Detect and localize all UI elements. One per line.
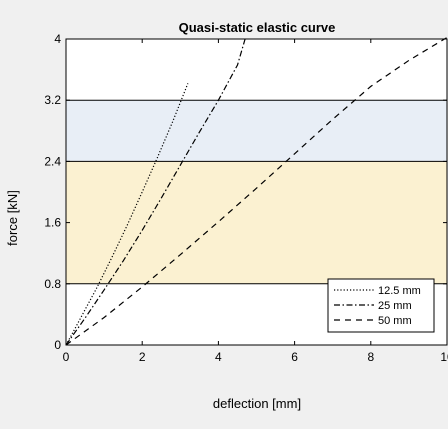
legend: 12.5 mm 25 mm 50 mm <box>327 278 435 333</box>
chart-title: Quasi-static elastic curve <box>179 20 336 35</box>
series-line-1 <box>65 83 189 346</box>
plot-area <box>65 36 448 346</box>
y-tick-label: 0.8 <box>44 277 61 291</box>
y-tick-label: 0 <box>54 338 61 352</box>
legend-label-2: 25 mm <box>378 300 412 312</box>
legend-box <box>327 278 435 333</box>
x-tick-label: 2 <box>139 350 146 364</box>
axes-frame <box>65 38 448 346</box>
upper-band <box>66 100 447 162</box>
middle-band <box>66 161 447 284</box>
y-axis-label: force [kN] <box>5 190 20 246</box>
y-tick-label: 3.2 <box>44 93 61 107</box>
series-line-2 <box>65 38 246 346</box>
y-tick-label: 1.6 <box>44 216 61 230</box>
axes: 0 2 4 6 8 10 0 0.8 1.6 2.4 3.2 4 <box>44 32 448 364</box>
x-tick-label: 0 <box>63 350 70 364</box>
x-tick-label: 4 <box>215 350 222 364</box>
y-tick-label: 4 <box>54 32 61 46</box>
x-tick-label: 8 <box>367 350 374 364</box>
x-axis-label: deflection [mm] <box>213 396 301 411</box>
x-tick-label: 10 <box>440 350 448 364</box>
series-line-3 <box>65 36 448 346</box>
y-tick-label: 2.4 <box>44 154 61 168</box>
x-tick-label: 6 <box>291 350 298 364</box>
legend-label-3: 50 mm <box>378 315 412 327</box>
legend-label-1: 12.5 mm <box>378 285 421 297</box>
